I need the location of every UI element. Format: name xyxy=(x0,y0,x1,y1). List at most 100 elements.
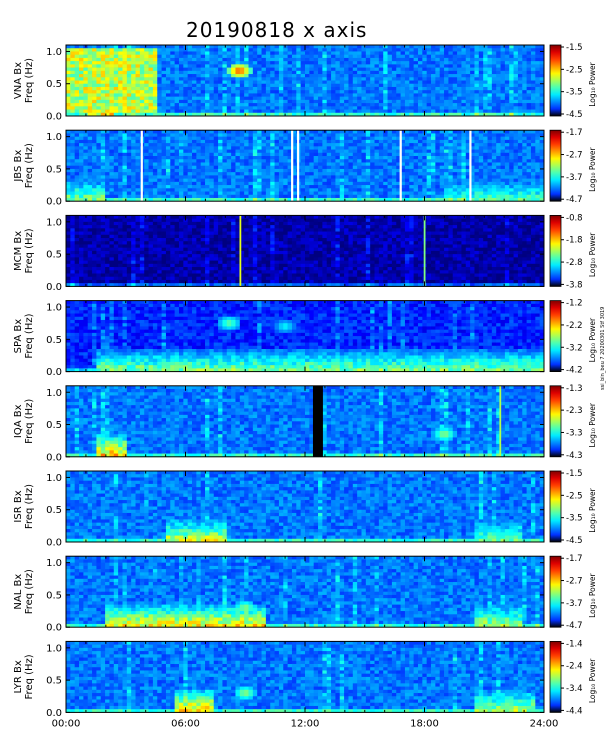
spectrogram-cell xyxy=(235,99,241,104)
spectrogram-cell xyxy=(517,83,523,88)
spectrogram-cell xyxy=(461,194,467,199)
spectrogram-cell xyxy=(387,175,393,179)
spectrogram-cell xyxy=(491,165,497,170)
spectrogram-cell xyxy=(400,194,406,199)
spectrogram-cell xyxy=(239,86,245,91)
spectrogram-cell xyxy=(439,77,445,81)
spectrogram-cell xyxy=(483,77,488,81)
spectrogram-cell xyxy=(361,168,367,173)
spectrogram-cell xyxy=(105,172,110,176)
spectrogram-cell xyxy=(357,103,362,107)
spectrogram-cell xyxy=(231,165,236,170)
spectrogram-cell xyxy=(157,143,162,147)
spectrogram-cell xyxy=(396,96,401,101)
spectrogram-cell xyxy=(270,57,275,62)
spectrogram-cell xyxy=(187,136,193,141)
spectrogram-cell xyxy=(231,112,236,117)
spectrogram-cell xyxy=(274,152,280,157)
spectrogram-cell xyxy=(361,191,367,196)
spectrogram-cell xyxy=(126,194,132,199)
spectrogram-cell xyxy=(348,188,354,192)
spectrogram-cell xyxy=(109,194,115,199)
spectrogram-cell xyxy=(261,90,267,94)
spectrogram-cell xyxy=(74,64,80,68)
spectrogram-cell xyxy=(187,86,193,91)
spectrogram-cell xyxy=(113,185,119,189)
spectrogram-cell xyxy=(222,80,228,85)
spectrogram-cell xyxy=(339,83,345,88)
spectrogram-cell xyxy=(144,156,149,160)
spectrogram-cell xyxy=(174,162,180,166)
spectrogram-cell xyxy=(244,77,249,81)
spectrogram-cell xyxy=(509,90,514,94)
spectrogram-cell xyxy=(165,80,171,85)
spectrogram-cell xyxy=(274,83,280,88)
spectrogram-cell xyxy=(283,112,288,117)
spectrogram-cell xyxy=(261,99,267,104)
spectrogram-cell xyxy=(417,57,423,62)
spectrogram-cell xyxy=(79,90,84,94)
spectrogram-cell xyxy=(278,96,284,101)
spectrogram-cell xyxy=(326,106,332,110)
spectrogram-cell xyxy=(461,45,467,49)
spectrogram-cell xyxy=(465,175,471,179)
spectrogram-cell xyxy=(126,175,132,179)
spectrogram-cell xyxy=(165,106,171,110)
spectrogram-cell xyxy=(457,175,462,179)
spectrogram-cell xyxy=(417,90,423,94)
spectrogram-cell xyxy=(439,57,445,62)
spectrogram-cell xyxy=(83,146,89,150)
spectrogram-cell xyxy=(83,70,89,75)
spectrogram-cell xyxy=(122,51,128,55)
spectrogram-cell xyxy=(513,194,519,199)
spectrogram-cell xyxy=(226,57,232,62)
spectrogram-cell xyxy=(83,48,89,52)
spectrogram-cell xyxy=(92,112,97,117)
spectrogram-cell xyxy=(374,96,380,101)
spectrogram-cell xyxy=(309,77,314,81)
spectrogram-cell xyxy=(248,112,254,117)
spectrogram-cell xyxy=(474,86,480,91)
spectrogram-cell xyxy=(200,172,206,176)
spectrogram-cell xyxy=(374,194,380,199)
spectrogram-cell xyxy=(361,188,367,192)
spectrogram-cell xyxy=(331,93,336,97)
spectrogram-cell xyxy=(66,74,71,78)
spectrogram-cell xyxy=(83,191,89,196)
spectrogram-cell xyxy=(222,197,228,202)
spectrogram-cell xyxy=(535,146,540,150)
spectrogram-cell xyxy=(274,156,280,160)
spectrogram-cell xyxy=(218,165,223,170)
spectrogram-cell xyxy=(196,99,202,104)
spectrogram-cell xyxy=(131,80,136,85)
spectrogram-cell xyxy=(413,90,419,94)
spectrogram-cell xyxy=(209,185,215,189)
spectrogram-cell xyxy=(483,106,488,110)
spectrogram-cell xyxy=(135,152,141,157)
spectrogram-cell xyxy=(361,80,367,85)
spectrogram-cell xyxy=(100,64,106,68)
spectrogram-cell xyxy=(452,93,458,97)
spectrogram-cell xyxy=(252,109,258,114)
spectrogram-cell xyxy=(200,188,206,192)
spectrogram-cell xyxy=(530,149,536,154)
spectrogram-cell xyxy=(339,96,345,101)
spectrogram-cell xyxy=(539,130,545,134)
spectrogram-cell xyxy=(157,99,162,104)
spectrogram-cell xyxy=(305,136,310,141)
spectrogram-cell xyxy=(322,93,328,97)
spectrogram-cell xyxy=(274,103,280,107)
spectrogram-cell xyxy=(435,181,441,186)
spectrogram-cell xyxy=(365,51,371,55)
y-tick-label: 1.0 xyxy=(46,132,62,143)
spectrogram-cell xyxy=(261,103,267,107)
spectrogram-cell xyxy=(261,48,267,52)
spectrogram-cell xyxy=(404,181,410,186)
spectrogram-cell xyxy=(200,54,206,59)
spectrogram-cell xyxy=(365,67,371,72)
spectrogram-cell xyxy=(218,112,223,117)
spectrogram-cell xyxy=(474,165,480,170)
spectrogram-cell xyxy=(352,149,358,154)
spectrogram-cell xyxy=(131,168,136,173)
spectrogram-cell xyxy=(192,197,197,202)
